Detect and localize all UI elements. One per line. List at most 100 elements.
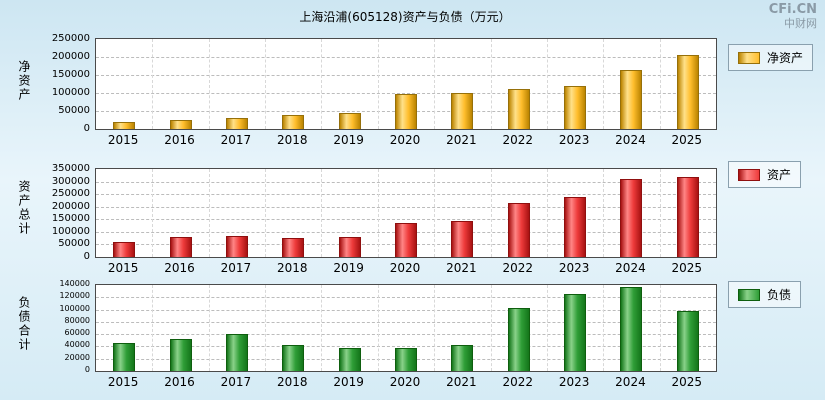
legend-label-assets: 资产 xyxy=(767,168,792,182)
y-tick-label: 140000 xyxy=(59,279,90,288)
bar-2019 xyxy=(338,112,361,129)
x-tick-label: 2020 xyxy=(389,375,421,389)
bar-2020 xyxy=(395,223,417,257)
v-gridline xyxy=(603,39,605,129)
bar-2020 xyxy=(395,347,417,371)
cfi-logo: CFi.CN 中财网 xyxy=(769,2,817,31)
x-tick-label: 2024 xyxy=(615,261,646,275)
bar-2023 xyxy=(564,294,587,371)
v-gridline xyxy=(490,285,492,371)
v-gridline xyxy=(490,169,492,257)
legend-label-liabilities: 负债 xyxy=(767,288,792,302)
y-tick-label: 120000 xyxy=(59,291,90,301)
v-gridline xyxy=(490,39,492,129)
bar-2017 xyxy=(225,334,248,371)
y-tick-label: 150000 xyxy=(51,69,90,80)
y-tick-label: 100000 xyxy=(59,303,90,313)
h-gridline xyxy=(96,219,716,221)
y-tick-label: 350000 xyxy=(51,163,90,174)
y-axis-title-total-assets: 资产总计 xyxy=(17,180,31,236)
bar-2021 xyxy=(451,220,474,257)
x-tick-label: 2015 xyxy=(107,375,139,389)
v-gridline xyxy=(208,169,210,257)
y-tick-label: 0 xyxy=(83,123,90,134)
plot-area xyxy=(95,284,717,372)
y-tick-label: 300000 xyxy=(51,175,90,187)
total-assets-subchart: 资产总计 0 50000 100000 150000 200000 250000 30000… xyxy=(0,158,825,288)
x-tick-label: 2018 xyxy=(276,261,308,275)
h-gridline xyxy=(96,57,716,58)
v-gridline xyxy=(377,39,379,129)
x-tick-label: 2017 xyxy=(220,133,252,147)
bar-2024 xyxy=(620,69,643,129)
v-gridline xyxy=(377,285,379,371)
v-gridline xyxy=(434,285,436,371)
y-tick-label: 250000 xyxy=(51,188,90,200)
x-tick-label: 2015 xyxy=(107,133,139,147)
y-tick-label: 40000 xyxy=(64,340,90,350)
bar-2023 xyxy=(564,196,587,257)
x-tick-label: 2020 xyxy=(389,261,421,275)
x-tick-label: 2025 xyxy=(671,261,703,275)
y-tick-label: 20000 xyxy=(64,352,90,362)
x-tick-label: 2025 xyxy=(671,375,703,389)
legend-swatch-liabilities xyxy=(738,288,760,301)
x-tick-label: 2016 xyxy=(164,261,195,275)
y-tick-label: 100000 xyxy=(51,225,90,237)
h-gridline xyxy=(96,181,716,183)
y-tick-label: 100000 xyxy=(51,87,90,98)
legend-net-assets: 净资产 xyxy=(728,44,814,71)
h-gridline xyxy=(96,297,716,299)
v-gridline xyxy=(603,169,605,257)
x-tick-label: 2023 xyxy=(558,261,590,275)
chart-title: 上海沿浦(605128)资产与负债（万元） xyxy=(299,10,511,24)
bar-2022 xyxy=(507,307,530,371)
x-tick-label: 2018 xyxy=(276,375,308,389)
v-gridline xyxy=(152,169,154,257)
v-gridline xyxy=(659,39,661,129)
x-tick-label: 2021 xyxy=(446,375,477,389)
bar-2015 xyxy=(113,343,136,371)
y-tick-label: 60000 xyxy=(64,328,90,338)
v-gridline xyxy=(659,285,661,371)
v-gridline xyxy=(208,285,210,371)
bar-2018 xyxy=(282,345,305,371)
x-tick-label: 2016 xyxy=(164,375,195,389)
v-gridline xyxy=(659,169,661,257)
x-tick-label: 2016 xyxy=(164,133,195,147)
bar-2020 xyxy=(395,93,417,129)
bar-2023 xyxy=(564,85,587,129)
x-tick-label: 2015 xyxy=(107,261,139,275)
plot-area xyxy=(95,168,717,258)
x-tick-label: 2023 xyxy=(558,375,590,389)
x-tick-label: 2019 xyxy=(333,133,364,147)
x-tick-label: 2023 xyxy=(558,133,590,147)
legend-label-net-assets: 净资产 xyxy=(767,51,804,65)
h-gridline xyxy=(96,321,716,323)
v-gridline xyxy=(321,285,323,371)
x-tick-label: 2018 xyxy=(276,133,308,147)
legend-liabilities: 负债 xyxy=(728,281,802,308)
v-gridline xyxy=(265,39,267,129)
v-gridline xyxy=(603,285,605,371)
legend-swatch-net-assets xyxy=(738,51,760,64)
x-tick-label: 2019 xyxy=(333,375,364,389)
y-tick-label: 0 xyxy=(84,365,90,374)
v-gridline xyxy=(546,169,548,257)
v-gridline xyxy=(208,39,210,129)
bar-2021 xyxy=(451,344,474,371)
bar-2024 xyxy=(620,286,643,371)
x-tick-label: 2017 xyxy=(220,375,252,389)
x-tick-label: 2024 xyxy=(615,375,646,389)
x-tick-label: 2017 xyxy=(220,261,252,275)
x-tick-label: 2019 xyxy=(333,261,364,275)
bar-2025 xyxy=(676,176,699,257)
plot-area xyxy=(95,38,717,130)
bar-2024 xyxy=(620,179,643,257)
bar-2019 xyxy=(338,348,361,371)
x-tick-label: 2022 xyxy=(502,133,533,147)
y-tick-label: 150000 xyxy=(51,213,90,225)
h-gridline xyxy=(96,75,716,76)
v-gridline xyxy=(265,169,267,257)
